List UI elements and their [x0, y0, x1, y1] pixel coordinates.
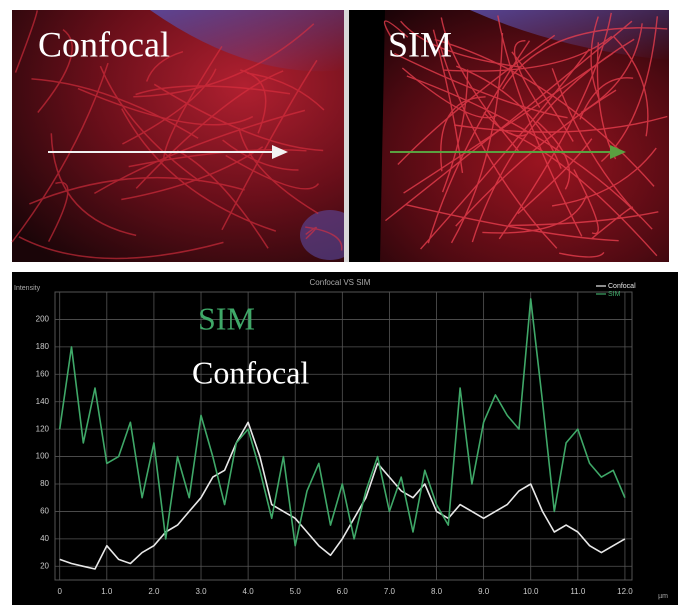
x-axis-label: µm	[658, 593, 668, 600]
x-tick-label: 5.0	[290, 587, 302, 596]
legend-label: SIM	[608, 291, 621, 298]
x-tick-label: 11.0	[570, 587, 586, 596]
y-tick-label: 180	[36, 342, 50, 351]
panel-sim: SIM	[349, 10, 669, 262]
x-tick-label: 7.0	[384, 587, 396, 596]
x-tick-label: 3.0	[195, 587, 207, 596]
x-tick-label: 9.0	[478, 587, 490, 596]
x-tick-label: 8.0	[431, 587, 443, 596]
y-tick-label: 200	[36, 315, 50, 324]
legend-label: Confocal	[608, 283, 636, 290]
x-tick-label: 10.0	[523, 587, 539, 596]
x-tick-label: 0	[57, 587, 62, 596]
y-tick-label: 40	[40, 534, 49, 543]
panel-label: SIM	[388, 24, 452, 64]
x-tick-label: 6.0	[337, 587, 349, 596]
y-tick-label: 100	[36, 452, 50, 461]
y-tick-label: 120	[36, 424, 50, 433]
panel-label: Confocal	[38, 24, 170, 64]
y-tick-label: 160	[36, 369, 50, 378]
x-tick-label: 2.0	[148, 587, 160, 596]
y-tick-label: 80	[40, 479, 49, 488]
annotation: SIM	[198, 300, 255, 336]
y-tick-label: 140	[36, 397, 50, 406]
figure: Confocal SIM Confocal VS SIM Intensity µ…	[0, 0, 678, 605]
y-axis-label: Intensity	[14, 285, 41, 292]
x-tick-label: 1.0	[101, 587, 113, 596]
y-tick-label: 60	[40, 507, 49, 516]
annotation: Confocal	[192, 354, 309, 390]
panel-confocal: Confocal	[12, 10, 360, 262]
x-tick-label: 12.0	[617, 587, 633, 596]
y-tick-label: 20	[40, 561, 49, 570]
x-tick-label: 4.0	[243, 587, 255, 596]
chart-title: Confocal VS SIM	[310, 278, 371, 287]
